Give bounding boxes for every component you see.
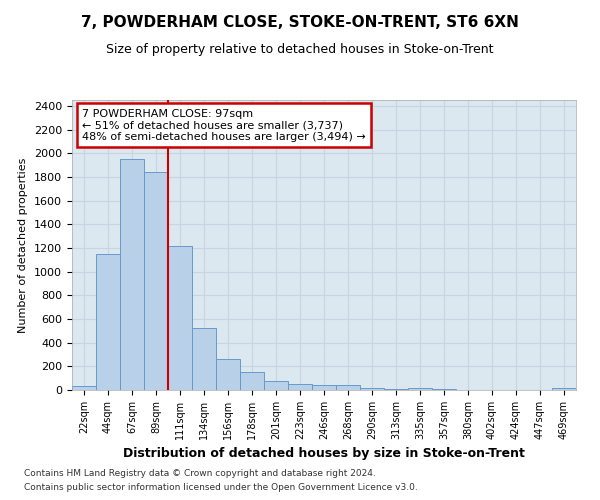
Text: Contains HM Land Registry data © Crown copyright and database right 2024.: Contains HM Land Registry data © Crown c… (24, 468, 376, 477)
Bar (168, 246, 192, 390)
Bar (192, 328, 216, 390)
Bar (552, 388, 576, 390)
Text: 7 POWDERHAM CLOSE: 97sqm
← 51% of detached houses are smaller (3,737)
48% of sem: 7 POWDERHAM CLOSE: 97sqm ← 51% of detach… (82, 108, 366, 142)
Bar (288, 384, 312, 390)
Bar (264, 380, 288, 390)
Bar (312, 384, 336, 390)
Bar (144, 172, 168, 390)
Text: Contains public sector information licensed under the Open Government Licence v3: Contains public sector information licen… (24, 484, 418, 492)
Bar (96, 254, 120, 390)
Text: 7, POWDERHAM CLOSE, STOKE-ON-TRENT, ST6 6XN: 7, POWDERHAM CLOSE, STOKE-ON-TRENT, ST6 … (81, 15, 519, 30)
Bar (336, 386, 360, 390)
Bar (72, 386, 96, 390)
Bar (240, 372, 264, 390)
Bar (408, 388, 432, 390)
Text: Size of property relative to detached houses in Stoke-on-Trent: Size of property relative to detached ho… (106, 42, 494, 56)
X-axis label: Distribution of detached houses by size in Stoke-on-Trent: Distribution of detached houses by size … (123, 448, 525, 460)
Y-axis label: Number of detached properties: Number of detached properties (19, 158, 28, 332)
Bar (120, 159, 144, 390)
Bar (216, 358, 240, 390)
Bar (360, 388, 384, 390)
